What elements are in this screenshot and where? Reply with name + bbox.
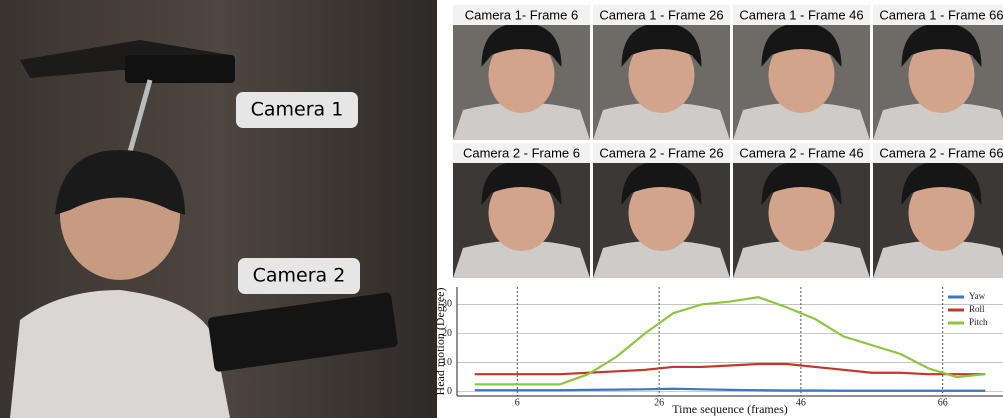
helmet [761, 23, 842, 67]
y-tick-label: 30 [442, 299, 452, 310]
face [768, 37, 835, 113]
series-line [474, 296, 986, 386]
face [628, 175, 695, 251]
series-line [474, 387, 986, 392]
face [768, 175, 835, 251]
y-axis-label: Head motion (Degree) [433, 288, 447, 396]
frame-label-bg [593, 5, 730, 25]
frame-label-bg [453, 143, 590, 163]
frame-label: Camera 1- Frame 6 [465, 7, 578, 22]
helmet [481, 161, 562, 205]
frame-label: Camera 2 - Frame 66 [879, 145, 1003, 160]
shirt [733, 240, 870, 278]
legend-label: Roll [969, 304, 985, 314]
x-tick-label: 66 [938, 397, 948, 408]
x-tick-label: 26 [654, 397, 664, 408]
series-line [474, 362, 986, 376]
legend-label: Pitch [969, 317, 988, 327]
face [628, 37, 695, 113]
helmet [621, 161, 702, 205]
frame-label: Camera 2 - Frame 46 [739, 145, 863, 160]
frame-label-bg [593, 143, 730, 163]
x-tick-label: 46 [796, 397, 806, 408]
helmet [481, 23, 562, 67]
frame-label: Camera 1 - Frame 46 [739, 7, 863, 22]
frame-label: Camera 2 - Frame 6 [463, 145, 580, 160]
shirt [593, 240, 730, 278]
y-tick-label: 0 [447, 386, 452, 397]
frame-label: Camera 2 - Frame 26 [599, 145, 723, 160]
face [488, 37, 555, 113]
helmet [901, 161, 982, 205]
frame-label: Camera 1 - Frame 26 [599, 7, 723, 22]
shirt [593, 102, 730, 140]
frame-label: Camera 1 - Frame 66 [879, 7, 1003, 22]
frame-label-bg [733, 5, 870, 25]
shirt [873, 240, 1003, 278]
legend-label: Yaw [969, 291, 986, 301]
helmet [901, 23, 982, 67]
frame-label-bg [873, 143, 1003, 163]
camera-label: Camera 2 [253, 265, 346, 287]
camera-label: Camera 1 [251, 99, 344, 121]
helmet [761, 161, 842, 205]
y-tick-label: 10 [442, 357, 452, 368]
y-tick-label: 20 [442, 328, 452, 339]
shirt [873, 102, 1003, 140]
frame-label-bg [873, 5, 1003, 25]
frame-label-bg [453, 5, 590, 25]
setup-photo [0, 0, 437, 418]
shirt [733, 102, 870, 140]
x-tick-label: 6 [515, 397, 520, 408]
face [908, 175, 975, 251]
face [908, 37, 975, 113]
frame-label-bg [733, 143, 870, 163]
shirt [453, 240, 590, 278]
shirt [453, 102, 590, 140]
helmet [621, 23, 702, 67]
face [488, 175, 555, 251]
x-axis-label: Time sequence (frames) [672, 402, 788, 416]
